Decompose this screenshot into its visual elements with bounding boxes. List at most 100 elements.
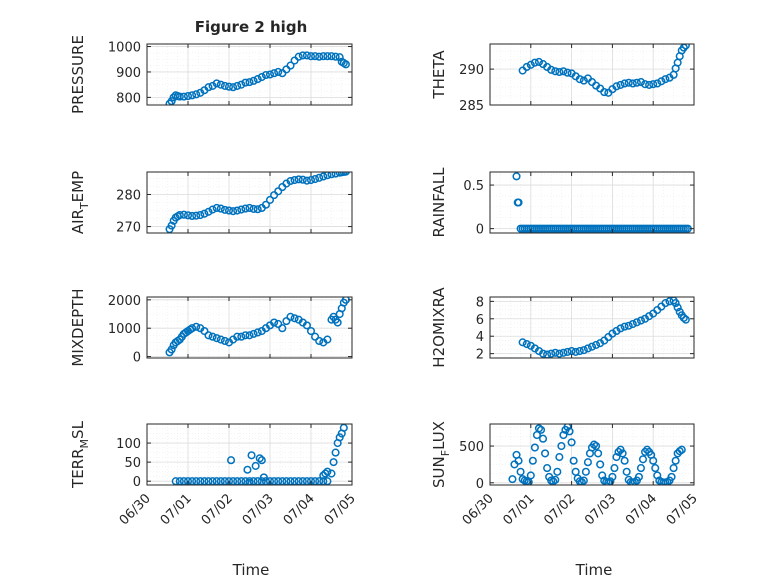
data-point — [183, 92, 193, 101]
data-point — [596, 460, 605, 469]
data-series — [165, 172, 350, 233]
subplot-1: 800 900 1000 PRESSURE — [69, 35, 353, 114]
data-point — [579, 476, 588, 485]
data-point — [555, 67, 564, 77]
data-point — [302, 477, 311, 485]
subplot-4: 0 0.5 RAINFALL — [430, 167, 695, 238]
data-point — [216, 477, 225, 485]
y-tick-label: 6 — [476, 313, 484, 328]
data-point — [257, 456, 266, 465]
data-point — [265, 195, 275, 204]
axes-box — [489, 171, 695, 234]
data-point — [245, 331, 254, 340]
data-point — [323, 335, 332, 344]
data-point — [592, 441, 601, 451]
data-point — [333, 318, 342, 327]
data-point — [290, 314, 299, 323]
y-tick-label: 2000 — [108, 294, 141, 309]
data-point — [514, 456, 523, 465]
data-point — [516, 467, 525, 476]
data-point — [311, 52, 320, 61]
data-series — [165, 51, 350, 105]
data-point — [581, 467, 590, 476]
data-point — [241, 204, 250, 213]
data-point — [649, 80, 658, 89]
data-point — [622, 467, 631, 476]
data-point — [571, 347, 580, 356]
data-series — [165, 297, 350, 357]
y-tick-label: 280 — [116, 188, 141, 203]
data-point — [681, 315, 690, 324]
data-point — [632, 318, 641, 327]
data-point — [249, 76, 258, 85]
data-point — [534, 57, 544, 66]
data-point — [282, 317, 291, 326]
data-point — [661, 75, 670, 84]
data-point — [526, 471, 535, 480]
data-point — [311, 332, 320, 341]
data-point — [620, 322, 629, 331]
y-axis-label: AIRTEMP — [69, 171, 91, 234]
data-point — [518, 338, 527, 347]
data-point — [216, 204, 225, 213]
data-point — [286, 312, 295, 321]
y-tick-label: 0 — [476, 477, 484, 492]
axes-box — [146, 171, 353, 234]
data-point — [200, 477, 209, 485]
data-point — [610, 464, 619, 473]
data-point — [188, 211, 197, 221]
data-point — [636, 316, 646, 325]
data-point — [657, 77, 666, 86]
data-point — [335, 53, 344, 62]
data-point — [551, 67, 560, 76]
data-point — [265, 70, 275, 79]
data-point — [192, 477, 201, 485]
data-point — [306, 326, 316, 336]
data-point — [290, 477, 299, 485]
data-point — [559, 67, 568, 76]
data-point — [229, 83, 238, 92]
data-point — [192, 90, 201, 99]
data-point — [216, 335, 225, 344]
data-point — [547, 349, 556, 358]
data-point — [286, 477, 295, 485]
data-point — [220, 81, 229, 90]
data-point — [245, 203, 254, 213]
x-axis-label-left: Time — [232, 561, 270, 579]
data-point — [294, 477, 303, 485]
data-point — [323, 52, 332, 61]
data-point — [175, 92, 184, 101]
data-point — [192, 322, 201, 331]
subplot-3: 270 280 AIRTEMP — [69, 171, 353, 236]
data-point — [208, 205, 217, 214]
data-point — [632, 78, 641, 87]
data-point — [274, 187, 283, 196]
y-tick-label: 8 — [476, 295, 484, 310]
data-point — [583, 344, 592, 353]
axes-box — [489, 43, 695, 106]
data-series — [171, 424, 348, 485]
data-point — [196, 210, 205, 220]
data-point — [563, 68, 572, 77]
data-point — [559, 348, 568, 357]
data-point — [224, 206, 234, 215]
y-tick-label: 500 — [459, 440, 484, 455]
data-point — [583, 458, 592, 467]
data-point — [227, 456, 236, 465]
data-point — [270, 477, 279, 485]
data-point — [323, 477, 332, 485]
data-point — [643, 445, 652, 454]
data-point — [526, 60, 535, 69]
data-point — [661, 299, 670, 308]
data-point — [567, 438, 576, 447]
data-point — [286, 176, 295, 186]
data-point — [200, 326, 209, 336]
data-point — [251, 461, 260, 470]
data-point — [679, 313, 688, 322]
data-point — [212, 477, 221, 485]
data-point — [241, 477, 250, 485]
data-point — [575, 75, 584, 84]
data-point — [204, 207, 213, 216]
data-point — [270, 318, 279, 327]
